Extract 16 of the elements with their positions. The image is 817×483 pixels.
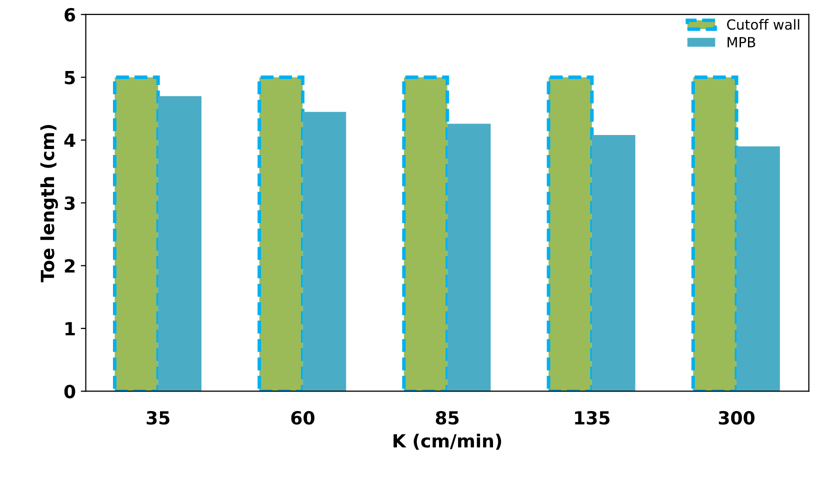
x-tick-label: 85 — [436, 410, 459, 425]
y-tick-label: 4 — [64, 134, 76, 147]
y-tick-label: 6 — [64, 8, 76, 22]
x-tick-label: 300 — [718, 410, 755, 425]
y-tick-label: 2 — [64, 259, 74, 273]
y-axis-title: Toe length (cm) — [40, 124, 58, 282]
x-axis-title: K (cm/min) — [394, 434, 502, 450]
y-tick-label: 1 — [66, 322, 75, 336]
y-tick-label: 5 — [64, 70, 75, 84]
x-tick-label: 35 — [146, 410, 170, 425]
legend-label: Cutoff wall — [727, 19, 800, 30]
x-tick-label: 135 — [575, 410, 610, 425]
y-tick-label: 3 — [64, 196, 75, 210]
x-tick-label: 60 — [291, 410, 314, 425]
legend-label: MPB — [728, 37, 756, 48]
y-tick-label: 0 — [64, 384, 76, 398]
